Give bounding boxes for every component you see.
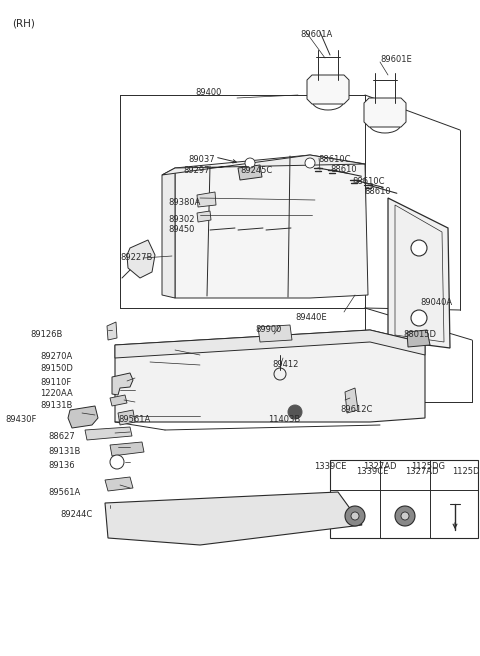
Text: 89561A: 89561A bbox=[118, 415, 150, 424]
Polygon shape bbox=[115, 330, 425, 358]
Circle shape bbox=[288, 405, 302, 419]
Polygon shape bbox=[162, 155, 365, 175]
Bar bbox=[330, 460, 478, 538]
Text: 88015D: 88015D bbox=[403, 330, 436, 339]
Text: 89440E: 89440E bbox=[295, 313, 326, 322]
Text: (RH): (RH) bbox=[12, 18, 35, 28]
Polygon shape bbox=[258, 325, 292, 342]
Polygon shape bbox=[197, 211, 211, 222]
Text: 88610C: 88610C bbox=[352, 177, 384, 186]
Text: 88627: 88627 bbox=[48, 432, 75, 441]
Circle shape bbox=[345, 506, 365, 526]
Polygon shape bbox=[364, 98, 406, 127]
Text: 89227B: 89227B bbox=[120, 253, 152, 262]
Circle shape bbox=[395, 506, 415, 526]
Circle shape bbox=[110, 455, 124, 469]
Text: 89245C: 89245C bbox=[240, 166, 272, 175]
Text: 89131B: 89131B bbox=[48, 447, 80, 456]
Text: 89150D: 89150D bbox=[40, 364, 73, 373]
Polygon shape bbox=[105, 492, 362, 545]
Circle shape bbox=[401, 512, 409, 520]
Text: 89131B: 89131B bbox=[40, 401, 72, 410]
Text: 89900: 89900 bbox=[255, 325, 281, 334]
Polygon shape bbox=[197, 192, 216, 207]
Polygon shape bbox=[105, 477, 133, 491]
Polygon shape bbox=[238, 165, 262, 180]
Text: 1327AD: 1327AD bbox=[363, 462, 397, 471]
Text: 1125DG: 1125DG bbox=[411, 462, 445, 471]
Text: 89136: 89136 bbox=[48, 461, 74, 470]
Text: 89561A: 89561A bbox=[48, 488, 80, 497]
Text: 89244C: 89244C bbox=[60, 510, 92, 519]
Polygon shape bbox=[307, 75, 349, 104]
Text: 89126B: 89126B bbox=[30, 330, 62, 339]
Polygon shape bbox=[112, 373, 133, 395]
Text: 89110F: 89110F bbox=[40, 378, 71, 387]
Polygon shape bbox=[345, 388, 358, 413]
Polygon shape bbox=[162, 168, 175, 298]
Circle shape bbox=[351, 512, 359, 520]
Text: 89040A: 89040A bbox=[420, 298, 452, 307]
Polygon shape bbox=[110, 395, 127, 406]
Polygon shape bbox=[68, 406, 98, 428]
Text: 89400: 89400 bbox=[195, 88, 221, 97]
Text: 89412: 89412 bbox=[272, 360, 299, 369]
Text: 11403B: 11403B bbox=[268, 415, 300, 424]
Text: 1125DG: 1125DG bbox=[452, 467, 480, 476]
Circle shape bbox=[245, 158, 255, 168]
Text: 88610: 88610 bbox=[330, 165, 357, 174]
Text: 89450: 89450 bbox=[168, 225, 194, 234]
Circle shape bbox=[411, 310, 427, 326]
Polygon shape bbox=[388, 198, 450, 348]
Text: 89037: 89037 bbox=[188, 155, 215, 164]
Text: 1220AA: 1220AA bbox=[40, 389, 73, 398]
Text: 1327AD: 1327AD bbox=[405, 467, 439, 476]
Text: 1339CE: 1339CE bbox=[314, 462, 346, 471]
Polygon shape bbox=[110, 442, 144, 456]
Text: 89430F: 89430F bbox=[5, 415, 36, 424]
Polygon shape bbox=[115, 330, 425, 422]
Polygon shape bbox=[118, 410, 135, 425]
Polygon shape bbox=[407, 330, 430, 347]
Text: 88610C: 88610C bbox=[318, 155, 350, 164]
Text: 89302: 89302 bbox=[168, 215, 194, 224]
Text: 88610: 88610 bbox=[364, 187, 391, 196]
Text: 89297: 89297 bbox=[183, 166, 209, 175]
Text: 89612C: 89612C bbox=[340, 405, 372, 414]
Polygon shape bbox=[85, 427, 132, 440]
Polygon shape bbox=[175, 155, 368, 298]
Text: 89270A: 89270A bbox=[40, 352, 72, 361]
Text: 89380A: 89380A bbox=[168, 198, 200, 207]
Text: 1339CE: 1339CE bbox=[356, 467, 388, 476]
Text: 89601A: 89601A bbox=[300, 30, 332, 39]
Circle shape bbox=[305, 158, 315, 168]
Text: 89601E: 89601E bbox=[380, 55, 412, 64]
Circle shape bbox=[411, 240, 427, 256]
Polygon shape bbox=[107, 322, 117, 340]
Polygon shape bbox=[127, 240, 155, 278]
